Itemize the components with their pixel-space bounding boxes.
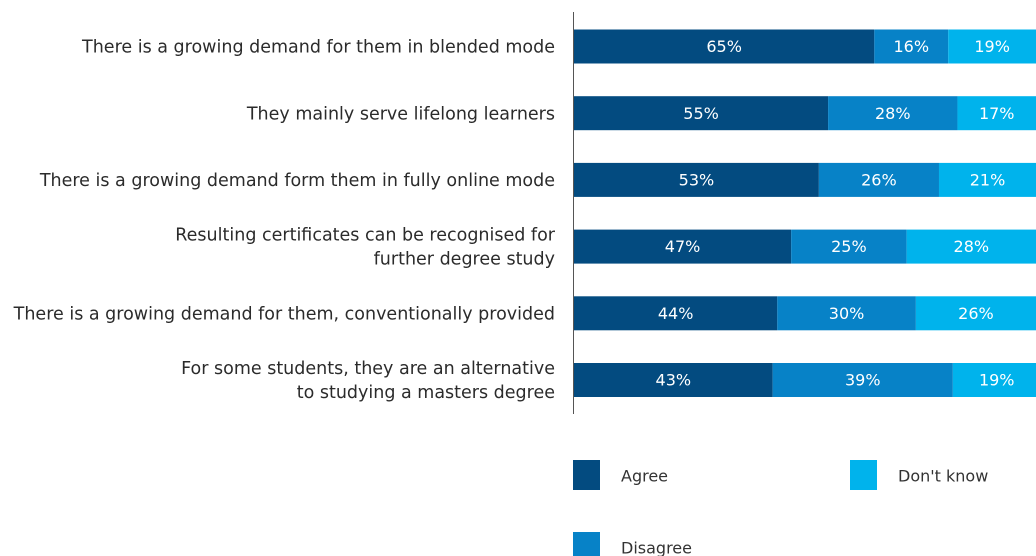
legend-don-t-know-swatch [850, 460, 877, 490]
category-2-disagree-bar-value-label: 28% [875, 104, 911, 123]
category-1-label: There is a growing demand for them in bl… [81, 38, 555, 58]
category-3-don-t-know-bar [938, 162, 1036, 197]
category-6-disagree-bar-value-label: 39% [845, 371, 881, 390]
category-5-label: There is a growing demand for them, conv… [13, 304, 555, 324]
category-3-agree-bar [574, 162, 819, 197]
category-5-don-t-know-bar [915, 296, 1036, 331]
category-6-disagree-bar [772, 363, 953, 397]
category-6-don-t-know-bar-value-label: 19% [979, 371, 1015, 390]
category-3-label-line: There is a growing demand form them in f… [39, 171, 555, 191]
category-4-label-line: further degree study [374, 250, 555, 270]
legend-disagree-label: Disagree [621, 539, 692, 556]
category-3-disagree-bar-value-label: 26% [861, 171, 897, 190]
category-5-agree-bar-value-label: 44% [658, 304, 694, 323]
category-1-disagree-bar-value-label: 16% [893, 37, 929, 56]
category-3-label: There is a growing demand form them in f… [39, 171, 555, 191]
category-2-agree-bar-value-label: 55% [683, 104, 719, 123]
category-1-label-line: There is a growing demand for them in bl… [81, 38, 555, 58]
category-6-label: For some students, they are an alternati… [181, 359, 555, 403]
category-2-don-t-know-bar [957, 96, 1036, 131]
category-1-agree-bar [574, 29, 875, 64]
category-labels: There is a growing demand for them in bl… [13, 38, 556, 404]
category-6-label-line: to studying a masters degree [297, 383, 555, 403]
category-3-don-t-know-bar-value-label: 21% [970, 171, 1006, 190]
category-4-don-t-know-bar-value-label: 28% [954, 237, 990, 256]
category-2-agree-bar [574, 96, 829, 131]
category-4-label: Resulting certificates can be recognised… [175, 226, 556, 270]
category-1-agree-bar-value-label: 65% [706, 37, 742, 56]
category-4-agree-bar-value-label: 47% [665, 237, 701, 256]
category-6-agree-bar-value-label: 43% [656, 371, 692, 390]
category-4-disagree-bar-value-label: 25% [831, 237, 867, 256]
category-5-label-line: There is a growing demand for them, conv… [13, 304, 555, 324]
bars: 65% 16% 19% 55% 28% 17% 53% 26% 21% 47% 25% 28% 44% 3… [574, 29, 1036, 397]
category-3-disagree-bar [818, 162, 939, 197]
category-4-disagree-bar [791, 229, 907, 264]
category-4-agree-bar [574, 229, 792, 264]
category-5-disagree-bar [777, 296, 916, 331]
category-2-disagree-bar [828, 96, 958, 131]
category-6-label-line: For some students, they are an alternati… [181, 359, 555, 379]
category-1-disagree-bar [874, 29, 949, 64]
category-2-don-t-know-bar-value-label: 17% [979, 104, 1015, 123]
category-3-agree-bar-value-label: 53% [679, 171, 715, 190]
category-4-don-t-know-bar [906, 229, 1036, 264]
category-5-don-t-know-bar-value-label: 26% [958, 304, 994, 323]
category-1-don-t-know-bar [948, 29, 1036, 64]
category-5-disagree-bar-value-label: 30% [829, 304, 865, 323]
legend-agree-swatch [573, 460, 600, 490]
legend-disagree-swatch [573, 532, 600, 556]
category-6-agree-bar [574, 363, 773, 397]
category-4-label-line: Resulting certificates can be recognised… [175, 226, 556, 246]
legend-don-t-know-label: Don't know [898, 467, 988, 486]
category-1-don-t-know-bar-value-label: 19% [974, 37, 1010, 56]
category-6-don-t-know-bar [952, 363, 1036, 397]
legend-agree-label: Agree [621, 467, 668, 486]
category-2-label: They mainly serve lifelong learners [246, 104, 555, 124]
legend: Agree Disagree Don't know [573, 460, 988, 556]
category-5-agree-bar [574, 296, 778, 331]
category-2-label-line: They mainly serve lifelong learners [246, 104, 555, 124]
